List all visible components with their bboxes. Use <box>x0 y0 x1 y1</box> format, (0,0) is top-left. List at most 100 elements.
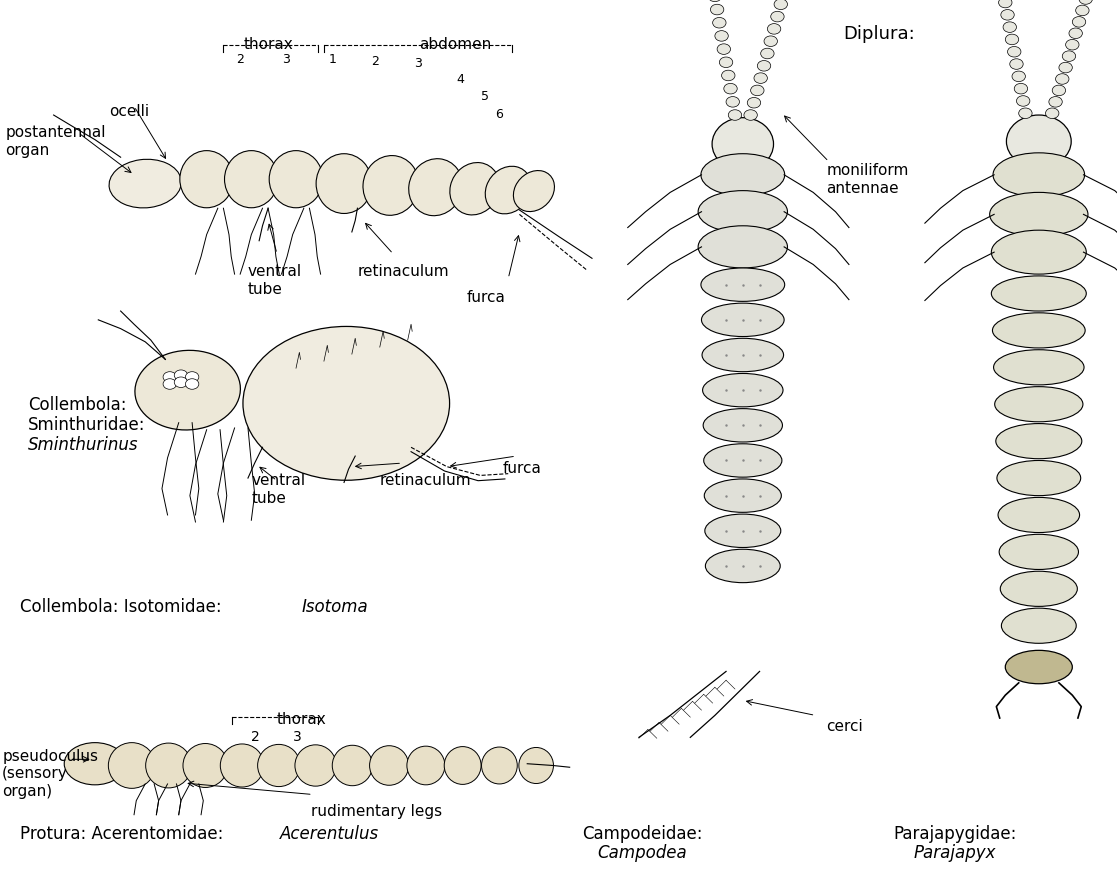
Ellipse shape <box>258 745 300 787</box>
Circle shape <box>1016 97 1030 107</box>
Text: abdomen: abdomen <box>419 37 491 52</box>
Text: Collembola:: Collembola: <box>28 395 126 413</box>
Ellipse shape <box>145 743 191 788</box>
Text: Acerentulus: Acerentulus <box>280 824 380 841</box>
Ellipse shape <box>992 277 1087 312</box>
Circle shape <box>710 5 724 16</box>
Circle shape <box>163 372 176 383</box>
Text: retinaculum: retinaculum <box>357 263 449 278</box>
Ellipse shape <box>109 160 181 209</box>
Circle shape <box>1062 52 1076 62</box>
Ellipse shape <box>713 119 773 171</box>
Ellipse shape <box>992 313 1085 349</box>
Text: retinaculum: retinaculum <box>380 472 471 487</box>
Text: 2: 2 <box>236 54 245 66</box>
Text: tube: tube <box>248 282 283 297</box>
Ellipse shape <box>706 550 780 583</box>
Circle shape <box>1069 29 1082 40</box>
Text: 2: 2 <box>371 55 380 68</box>
Circle shape <box>757 61 771 72</box>
Text: ventral: ventral <box>251 472 305 487</box>
Ellipse shape <box>703 374 783 407</box>
Ellipse shape <box>108 743 155 788</box>
Circle shape <box>713 18 726 29</box>
Circle shape <box>719 58 733 68</box>
Circle shape <box>174 371 188 381</box>
Ellipse shape <box>698 227 787 269</box>
Ellipse shape <box>225 151 278 208</box>
Ellipse shape <box>363 156 419 216</box>
Ellipse shape <box>220 745 264 787</box>
Ellipse shape <box>994 350 1083 385</box>
Circle shape <box>717 45 731 55</box>
Ellipse shape <box>244 327 449 481</box>
Ellipse shape <box>370 746 409 785</box>
Text: 3: 3 <box>413 57 422 69</box>
Ellipse shape <box>994 387 1082 422</box>
Circle shape <box>1003 23 1016 33</box>
Circle shape <box>1066 40 1079 51</box>
Circle shape <box>754 74 767 84</box>
Circle shape <box>1072 18 1086 28</box>
Text: rudimentary legs: rudimentary legs <box>311 803 441 818</box>
Text: ocelli: ocelli <box>109 104 150 119</box>
Ellipse shape <box>514 171 554 212</box>
Ellipse shape <box>997 498 1079 533</box>
Circle shape <box>185 379 199 390</box>
Text: Parajapyx: Parajapyx <box>914 843 996 860</box>
Text: Protura: Acerentomidae:: Protura: Acerentomidae: <box>20 824 229 841</box>
Circle shape <box>708 0 722 3</box>
Ellipse shape <box>996 424 1081 459</box>
Circle shape <box>724 84 737 95</box>
Circle shape <box>767 25 781 35</box>
Text: pseudoculus: pseudoculus <box>2 748 98 763</box>
Text: antennae: antennae <box>827 181 899 196</box>
Text: Collembola: Isotomidae:: Collembola: Isotomidae: <box>20 597 227 615</box>
Text: Campodeidae:: Campodeidae: <box>582 824 703 841</box>
Text: Sminthurinus: Sminthurinus <box>28 435 139 453</box>
Ellipse shape <box>180 151 233 208</box>
Text: cerci: cerci <box>827 718 863 733</box>
Circle shape <box>1059 63 1072 74</box>
Text: Campodea: Campodea <box>598 843 687 860</box>
Text: 1: 1 <box>328 54 337 66</box>
Text: Isotoma: Isotoma <box>302 597 369 615</box>
Ellipse shape <box>332 745 372 786</box>
Circle shape <box>1008 47 1021 58</box>
Circle shape <box>774 0 787 11</box>
Ellipse shape <box>705 515 781 548</box>
Circle shape <box>715 32 728 42</box>
Circle shape <box>1076 6 1089 17</box>
Ellipse shape <box>999 535 1078 570</box>
Text: tube: tube <box>251 491 286 506</box>
Text: 3: 3 <box>293 729 302 743</box>
Ellipse shape <box>701 155 785 197</box>
Text: 6: 6 <box>495 108 504 120</box>
Circle shape <box>1046 109 1059 119</box>
Circle shape <box>163 379 176 390</box>
Text: furca: furca <box>467 290 506 305</box>
Text: Sminthuridae:: Sminthuridae: <box>28 415 145 433</box>
Circle shape <box>1001 11 1014 21</box>
Circle shape <box>1012 72 1025 83</box>
Ellipse shape <box>65 743 125 785</box>
Ellipse shape <box>183 744 228 788</box>
Ellipse shape <box>450 163 499 216</box>
Circle shape <box>1056 75 1069 85</box>
Circle shape <box>1005 35 1019 46</box>
Ellipse shape <box>704 409 782 443</box>
Ellipse shape <box>518 747 553 783</box>
Circle shape <box>1049 97 1062 108</box>
Circle shape <box>999 0 1012 9</box>
Ellipse shape <box>992 231 1087 275</box>
Circle shape <box>726 97 739 108</box>
Ellipse shape <box>701 269 785 302</box>
Ellipse shape <box>316 155 372 214</box>
Ellipse shape <box>993 154 1085 198</box>
Ellipse shape <box>698 191 787 234</box>
Ellipse shape <box>295 745 336 787</box>
Text: (sensory: (sensory <box>2 766 68 781</box>
Text: 3: 3 <box>281 54 290 66</box>
Ellipse shape <box>703 339 784 372</box>
Circle shape <box>1019 109 1032 119</box>
